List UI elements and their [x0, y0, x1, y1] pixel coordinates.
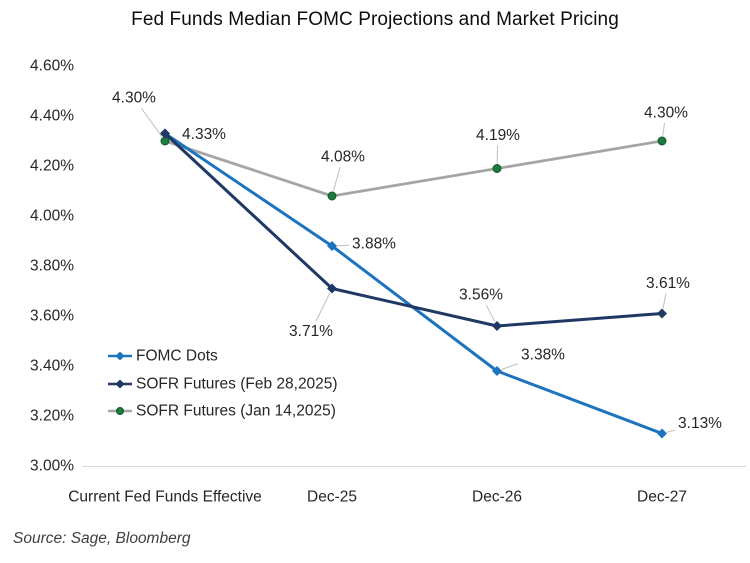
- legend-item-fomc-dots: FOMC Dots: [108, 348, 218, 365]
- series-sofr-futures-feb-28-2025: [160, 128, 667, 331]
- legend-marker: [115, 379, 125, 389]
- data-point-marker: [492, 164, 502, 173]
- y-tick-label: 4.20%: [30, 158, 74, 175]
- series-line: [164, 139, 663, 198]
- y-tick-label: 3.40%: [30, 358, 74, 375]
- data-point-marker: [492, 321, 502, 331]
- leader-line: [140, 107, 163, 138]
- legend-label: FOMC Dots: [136, 348, 218, 365]
- leader-line: [666, 429, 676, 433]
- leader-line: [332, 166, 341, 192]
- legend-item-sofr-futures-jan-14-2025: SOFR Futures (Jan 14,2025): [108, 403, 336, 420]
- y-tick-label: 3.60%: [30, 308, 74, 325]
- data-point-marker: [160, 128, 170, 139]
- data-label: 3.61%: [646, 275, 690, 292]
- y-tick-label: 4.60%: [30, 58, 74, 75]
- x-axis-label: Dec-26: [472, 489, 522, 506]
- x-axis-label: Current Fed Funds Effective: [68, 489, 262, 506]
- x-axis-label: Dec-27: [637, 489, 687, 506]
- data-label: 4.08%: [321, 149, 365, 166]
- legend-item-sofr-futures-feb-28-2025: SOFR Futures (Feb 28,2025): [108, 376, 338, 393]
- data-label: 4.33%: [182, 126, 226, 143]
- data-label: 3.38%: [521, 347, 565, 364]
- leader-line: [496, 145, 499, 164]
- data-point-marker: [657, 428, 667, 439]
- legend-label: SOFR Futures (Feb 28,2025): [136, 376, 338, 393]
- leader-line: [501, 363, 519, 370]
- leader-line: [485, 304, 496, 322]
- series-sofr-futures-jan-14-2025: [160, 136, 667, 201]
- legend-marker: [115, 351, 125, 361]
- leader-line: [336, 244, 350, 247]
- data-point-marker: [327, 191, 337, 201]
- data-point-marker: [657, 136, 667, 146]
- legend-marker: [116, 407, 124, 415]
- data-point-marker: [327, 241, 337, 251]
- y-tick-label: 4.40%: [30, 108, 74, 125]
- leader-line: [662, 122, 666, 137]
- chart-title: Fed Funds Median FOMC Projections and Ma…: [131, 9, 619, 30]
- leader-line: [662, 293, 667, 309]
- data-point-marker: [327, 283, 337, 294]
- leader-line: [315, 292, 331, 322]
- y-tick-label: 4.00%: [30, 208, 74, 225]
- legend-label: SOFR Futures (Jan 14,2025): [136, 403, 336, 420]
- data-point-marker: [492, 366, 502, 376]
- y-tick-label: 3.20%: [30, 408, 74, 425]
- data-label: 3.13%: [678, 415, 722, 432]
- data-label: 3.71%: [289, 323, 333, 340]
- data-label: 4.30%: [112, 90, 156, 107]
- x-axis-label: Dec-25: [307, 489, 357, 506]
- data-label: 4.19%: [476, 127, 520, 144]
- source-note: Source: Sage, Bloomberg: [13, 530, 191, 547]
- data-label: 3.88%: [352, 236, 396, 253]
- data-point-marker: [657, 308, 667, 319]
- data-label: 4.30%: [644, 105, 688, 122]
- data-label: 3.56%: [459, 287, 503, 304]
- y-tick-label: 3.00%: [30, 458, 74, 475]
- y-tick-label: 3.80%: [30, 258, 74, 275]
- series-line: [163, 132, 663, 328]
